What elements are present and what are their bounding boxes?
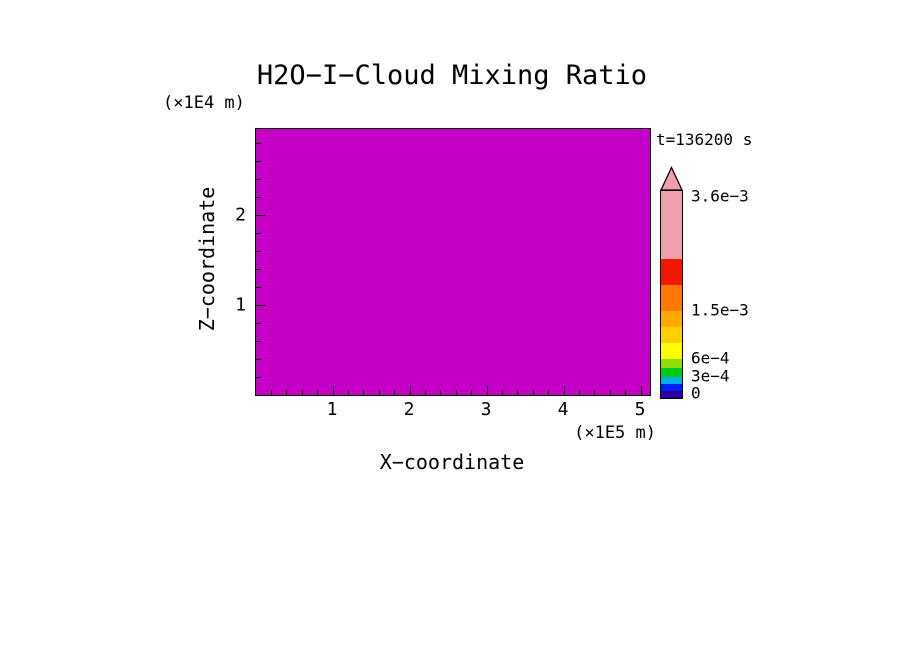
y-minor-tick <box>256 232 261 234</box>
x-axis-title: X−coordinate <box>379 450 525 474</box>
colorbar-segment <box>661 259 682 285</box>
x-minor-tick <box>548 390 550 395</box>
y-minor-tick <box>256 268 261 270</box>
y-minor-tick <box>256 322 261 324</box>
colorbar-label: 1.5e−3 <box>691 300 749 320</box>
y-minor-tick <box>256 358 261 360</box>
x-major-tick <box>640 386 642 395</box>
colorbar-arrow-icon <box>660 166 683 191</box>
x-minor-tick <box>317 390 319 395</box>
x-minor-tick <box>594 390 596 395</box>
y-axis-title: Z−coordinate <box>195 186 219 332</box>
y-minor-tick <box>256 286 261 288</box>
y-major-tick <box>256 214 265 216</box>
colorbar-segment <box>661 343 682 359</box>
colorbar-arrow-shape <box>660 166 683 191</box>
colorbar-label: 3.6e−3 <box>691 186 749 206</box>
y-minor-tick <box>256 250 261 252</box>
x-tick-label: 1 <box>326 399 338 420</box>
chart-title: H2O−I−Cloud Mixing Ratio <box>256 60 648 91</box>
x-major-tick <box>563 386 565 395</box>
x-minor-tick <box>501 390 503 395</box>
x-tick-label: 5 <box>634 399 646 420</box>
y-minor-tick <box>256 340 261 342</box>
colorbar-segment <box>661 368 682 377</box>
x-minor-tick <box>532 390 534 395</box>
y-minor-tick <box>256 178 261 180</box>
x-major-tick <box>409 386 411 395</box>
y-axis-unit-label: (×1E4 m) <box>163 93 245 113</box>
colorbar-segment <box>661 359 682 368</box>
x-minor-tick <box>625 390 627 395</box>
colorbar-segment <box>661 377 682 384</box>
x-minor-tick <box>424 390 426 395</box>
y-minor-tick <box>256 160 261 162</box>
x-tick-label: 4 <box>557 399 569 420</box>
colorbar-segment <box>661 311 682 327</box>
colorbar-segment <box>661 327 682 343</box>
colorbar-segment <box>661 384 682 391</box>
x-minor-tick <box>517 390 519 395</box>
x-minor-tick <box>301 390 303 395</box>
y-tick-label: 2 <box>235 204 246 226</box>
colorbar-segment <box>661 191 682 259</box>
x-tick-label: 3 <box>480 399 492 420</box>
x-minor-tick <box>394 390 396 395</box>
colorbar-segment <box>661 285 682 311</box>
x-minor-tick <box>286 390 288 395</box>
x-tick-label: 2 <box>403 399 415 420</box>
x-minor-tick <box>270 390 272 395</box>
x-minor-tick <box>471 390 473 395</box>
x-minor-tick <box>440 390 442 395</box>
y-minor-tick <box>256 376 261 378</box>
colorbar-segment <box>661 391 682 398</box>
time-annotation: t=136200 s <box>656 130 753 149</box>
x-major-tick <box>332 386 334 395</box>
colorbar-labels: 3.6e−3 1.5e−3 6e−4 3e−4 0 <box>691 186 771 403</box>
colorbar-label: 6e−4 <box>691 348 730 368</box>
y-tick-label: 1 <box>235 294 246 316</box>
y-minor-tick <box>256 196 261 198</box>
x-major-tick <box>486 386 488 395</box>
x-minor-tick <box>578 390 580 395</box>
colorbar <box>660 190 683 399</box>
x-minor-tick <box>378 390 380 395</box>
plot-area <box>255 128 651 396</box>
x-axis-unit-label: (×1E5 m) <box>574 423 656 443</box>
colorbar-label: 0 <box>691 383 701 403</box>
x-minor-tick <box>347 390 349 395</box>
x-minor-tick <box>455 390 457 395</box>
x-minor-tick <box>609 390 611 395</box>
colorbar-label: 3e−4 <box>691 366 730 386</box>
y-major-tick <box>256 304 265 306</box>
x-minor-tick <box>363 390 365 395</box>
y-minor-tick <box>256 142 261 144</box>
